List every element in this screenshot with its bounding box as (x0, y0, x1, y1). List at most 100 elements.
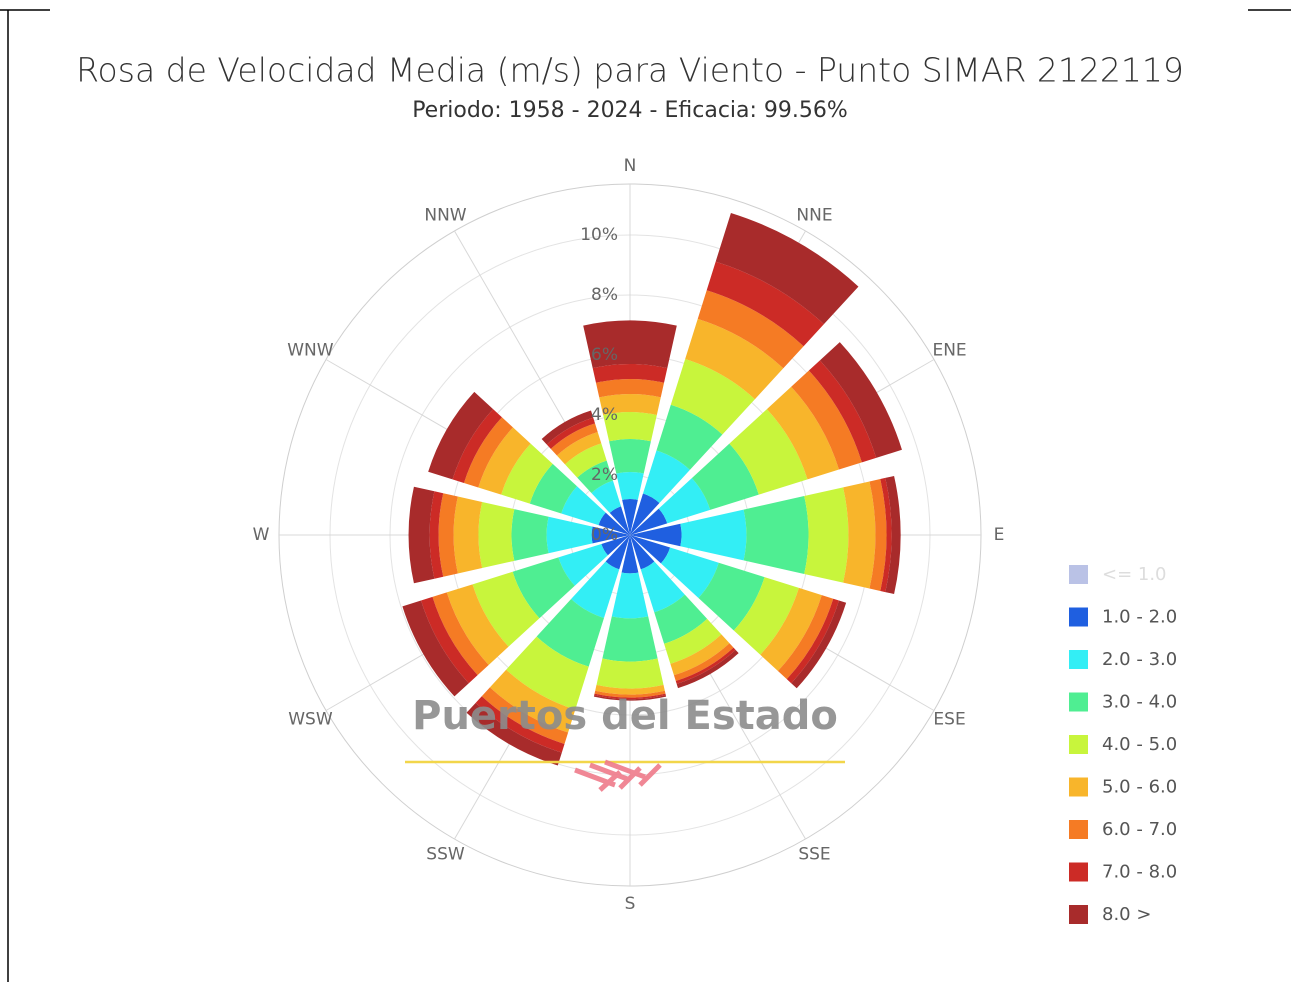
logo-icon (574, 759, 662, 792)
bar-segment (680, 509, 747, 561)
bar-segment (622, 499, 638, 535)
legend-swatch[interactable] (1069, 565, 1088, 584)
y-tick-label: 6% (591, 345, 618, 365)
bar-segment (611, 572, 649, 619)
bar-segment (885, 475, 901, 595)
bar-segment (558, 543, 608, 586)
bar-segment (463, 417, 513, 488)
bar-segment (506, 636, 589, 710)
bar-segment (512, 557, 575, 619)
direction-label: WSW (288, 710, 333, 730)
legend-label[interactable]: 1.0 - 2.0 (1102, 607, 1177, 628)
legend-swatch[interactable] (1069, 650, 1088, 669)
bar-segment (675, 647, 736, 684)
bar-segment (478, 501, 515, 569)
direction-label: W (253, 525, 270, 545)
bar-segment (598, 512, 630, 535)
bar-segment (766, 386, 839, 480)
bar-segment (791, 370, 862, 470)
bar-segment (630, 523, 682, 547)
bar-segment (556, 431, 602, 465)
bar-segment (706, 261, 824, 347)
bar-segment (609, 439, 651, 474)
bar-segment (472, 571, 540, 647)
legend-label[interactable]: 7.0 - 8.0 (1102, 862, 1177, 883)
bar-segment (660, 547, 719, 598)
bar-segment (605, 535, 630, 570)
bar-segment (808, 360, 877, 463)
bar-segment (691, 443, 759, 510)
bar-segment (654, 594, 708, 644)
bar-segment (630, 508, 668, 535)
bar-segment (536, 599, 604, 667)
bar-segment (428, 391, 494, 480)
bar-segment (743, 496, 809, 574)
legend-label[interactable]: 5.0 - 6.0 (1102, 777, 1177, 798)
bar-segment (791, 600, 847, 689)
bar-segment (670, 634, 730, 676)
direction-label: ENE (932, 341, 966, 361)
bar-segment (685, 318, 784, 400)
bar-segment (621, 535, 639, 574)
bar-segment (843, 481, 876, 589)
bar-segment (571, 561, 620, 619)
bar-segment (601, 535, 630, 556)
y-tick-label: 10% (580, 225, 618, 245)
bar-segment (408, 486, 435, 584)
bar-segment (658, 478, 711, 524)
legend-swatch[interactable] (1069, 820, 1088, 839)
chart-subtitle: Periodo: 1958 - 2024 - Eficacia: 99.56% (412, 98, 848, 123)
direction-label: WNW (287, 341, 334, 361)
labels: N NNE ENE E ESE SSE S SSW WSW W WNW NNW 0% 2% 4% 6% 8% 10… (253, 156, 1005, 914)
legend-swatch[interactable] (1069, 607, 1088, 627)
bar-segment (475, 696, 565, 753)
legend-swatch[interactable] (1069, 735, 1088, 754)
direction-label: NNW (424, 205, 466, 225)
bar-segment (596, 658, 664, 689)
bar-segment (643, 450, 690, 503)
legend-swatch[interactable] (1069, 862, 1088, 882)
bar-segment (670, 358, 755, 435)
bar-segment (630, 535, 671, 564)
bar-segment (786, 598, 839, 684)
legend-label[interactable]: 6.0 - 7.0 (1102, 819, 1177, 840)
bar-segment (698, 562, 765, 631)
bar-segment (715, 212, 859, 325)
legend-label[interactable]: 3.0 - 4.0 (1102, 692, 1177, 713)
bar-segment (673, 643, 734, 681)
legend-label[interactable]: <= 1.0 (1102, 564, 1167, 585)
bar-segment (664, 618, 722, 664)
y-tick-label: 2% (591, 465, 618, 485)
bar-segment (591, 480, 622, 513)
direction-label: E (994, 525, 1005, 545)
bar-segment (489, 669, 576, 733)
bar-segment (561, 486, 606, 526)
bar-segment (594, 693, 666, 700)
bar-segment (577, 460, 613, 494)
legend-label[interactable]: 2.0 - 3.0 (1102, 649, 1177, 670)
bar-segment (599, 393, 661, 415)
legend-swatch[interactable] (1069, 777, 1088, 797)
watermark: Puertos del Estado (412, 693, 838, 739)
legend-swatch[interactable] (1069, 692, 1088, 712)
bar-segment (697, 290, 804, 369)
bar-segment (453, 496, 483, 574)
bar-segment (640, 561, 685, 613)
legend-label[interactable]: 8.0 > (1102, 904, 1151, 925)
bar-segment (602, 616, 658, 662)
legend-swatch[interactable] (1069, 905, 1088, 924)
bar-segment (421, 596, 478, 684)
bar-segment (591, 526, 630, 544)
bar-segment (478, 427, 531, 495)
bar-segment (481, 687, 569, 744)
bar-segment (438, 493, 458, 577)
direction-label: S (625, 894, 636, 914)
legend-label[interactable]: 4.0 - 5.0 (1102, 734, 1177, 755)
bar-segment (452, 409, 502, 483)
direction-label: NNE (796, 205, 832, 225)
bar-segment (777, 595, 834, 680)
direction-label: SSE (798, 845, 830, 865)
y-tick-label: 8% (591, 285, 618, 305)
bar-segment (583, 320, 677, 369)
